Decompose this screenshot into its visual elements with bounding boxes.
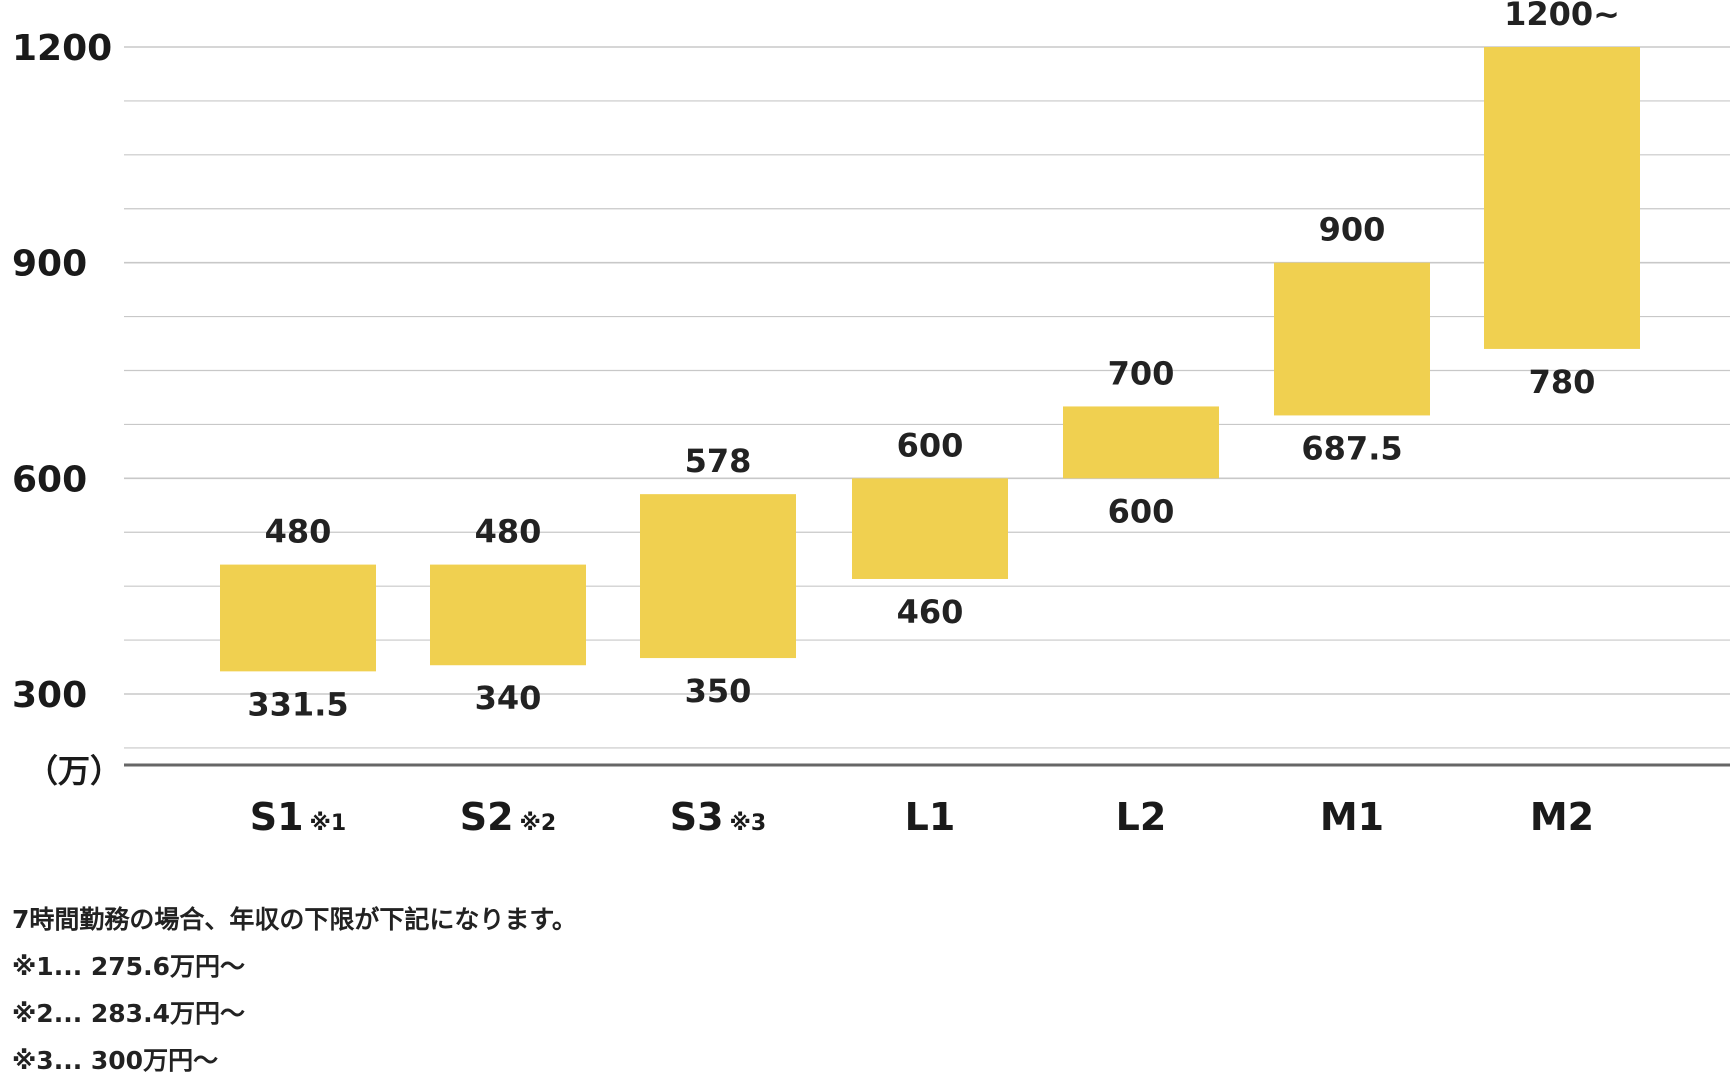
bar-l1: [852, 478, 1008, 579]
bar-high-label: 578: [685, 442, 752, 480]
bar-m2: [1484, 47, 1640, 349]
category-name: S2: [460, 795, 514, 839]
footnotes: 7時間勤務の場合、年収の下限が下記になります。 ※1... 275.6万円〜 ※…: [12, 896, 577, 1084]
bar-s3: [640, 494, 796, 659]
bar-s2: [430, 564, 586, 666]
category-name: L2: [1116, 795, 1167, 839]
category-name: S1: [250, 795, 304, 839]
category-label-s1: S1 ※1: [250, 795, 347, 839]
category-name: L1: [905, 795, 956, 839]
bar-low-label: 350: [685, 672, 752, 710]
category-note: ※1: [310, 811, 347, 836]
bar-s1: [220, 564, 376, 672]
category-name: M1: [1320, 795, 1384, 839]
footnote-intro: 7時間勤務の場合、年収の下限が下記になります。: [12, 905, 577, 934]
category-label-s2: S2 ※2: [460, 795, 557, 839]
y-tick-label: 1200: [12, 28, 112, 69]
y-unit-label: （万）: [26, 752, 122, 790]
bar-high-label: 1200~: [1504, 0, 1620, 33]
category-label-m2: M2: [1530, 795, 1594, 839]
bar-high-label: 480: [265, 513, 332, 551]
y-tick-label: 600: [12, 459, 87, 500]
bar-high-label: 480: [475, 513, 542, 551]
footnote-2: ※2... 283.4万円〜: [12, 999, 245, 1028]
y-tick-label: 900: [12, 244, 87, 285]
category-label-s3: S3 ※3: [670, 795, 767, 839]
category-note: ※3: [730, 811, 767, 836]
y-tick-label: 300: [12, 675, 87, 716]
bar-high-label: 600: [897, 426, 964, 464]
chart-area: 300 600 900 1200 （万） 480 331.5 S1 ※1 480 340 S2 ※2 57…: [12, 0, 1730, 839]
bar-low-label: 331.5: [247, 685, 348, 723]
footnote-3: ※3... 300万円〜: [12, 1046, 219, 1075]
bar-low-label: 460: [897, 593, 964, 631]
category-note: ※2: [520, 811, 557, 836]
category-label-l2: L2: [1116, 795, 1167, 839]
category-label-m1: M1: [1320, 795, 1384, 839]
category-label-l1: L1: [905, 795, 956, 839]
bar-low-label: 780: [1529, 363, 1596, 401]
bar-low-label: 340: [475, 679, 542, 717]
category-name: M2: [1530, 795, 1594, 839]
bar-high-label: 900: [1319, 211, 1386, 249]
bar-high-label: 700: [1108, 354, 1175, 392]
bar-low-label: 687.5: [1301, 429, 1402, 467]
range-bar-chart: 300 600 900 1200 （万） 480 331.5 S1 ※1 480 340 S2 ※2 57…: [12, 0, 1730, 839]
footnote-1: ※1... 275.6万円〜: [12, 952, 245, 981]
bar-low-label: 600: [1108, 492, 1175, 530]
bar-m1: [1274, 262, 1430, 416]
category-name: S3: [670, 795, 724, 839]
bar-l2: [1063, 406, 1219, 479]
